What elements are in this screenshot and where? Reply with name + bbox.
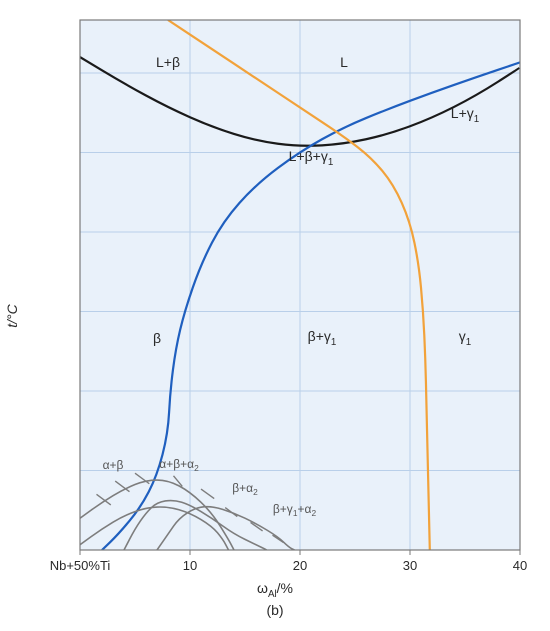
phase-region-label: γ1 bbox=[459, 328, 471, 348]
phase-region-label: α+β+α2 bbox=[159, 457, 198, 473]
phase-region-label: α+β bbox=[103, 458, 124, 472]
chart-svg bbox=[0, 0, 550, 631]
phase-region-label: β+α2 bbox=[232, 481, 258, 497]
phase-diagram-figure: { "meta": { "type": "phase-diagram", "wi… bbox=[0, 0, 550, 631]
y-axis-label: t/°C bbox=[4, 304, 20, 328]
x-tick-label: Nb+50%Ti bbox=[50, 558, 111, 573]
phase-region-label: L+β bbox=[156, 54, 180, 70]
phase-region-label: β bbox=[153, 330, 161, 346]
phase-region-label: β+γ1+α2 bbox=[273, 502, 316, 518]
subcaption: (b) bbox=[0, 602, 550, 618]
x-tick-label: 10 bbox=[183, 558, 197, 573]
x-tick-label: 30 bbox=[403, 558, 417, 573]
phase-region-label: L+β+γ1 bbox=[289, 148, 334, 168]
phase-region-label: L+γ1 bbox=[451, 105, 479, 125]
phase-region-label: L bbox=[340, 54, 348, 70]
x-axis-tick-marks bbox=[80, 550, 520, 555]
x-tick-label: 40 bbox=[513, 558, 527, 573]
x-tick-label: 20 bbox=[293, 558, 307, 573]
phase-region-label: β+γ1 bbox=[308, 328, 337, 348]
x-axis-label: ωAl/% bbox=[0, 580, 550, 600]
